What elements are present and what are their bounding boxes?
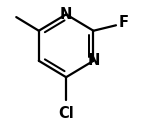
Text: N: N [87,53,100,68]
Text: N: N [60,7,72,22]
Text: F: F [119,15,129,30]
Text: Cl: Cl [58,106,74,121]
